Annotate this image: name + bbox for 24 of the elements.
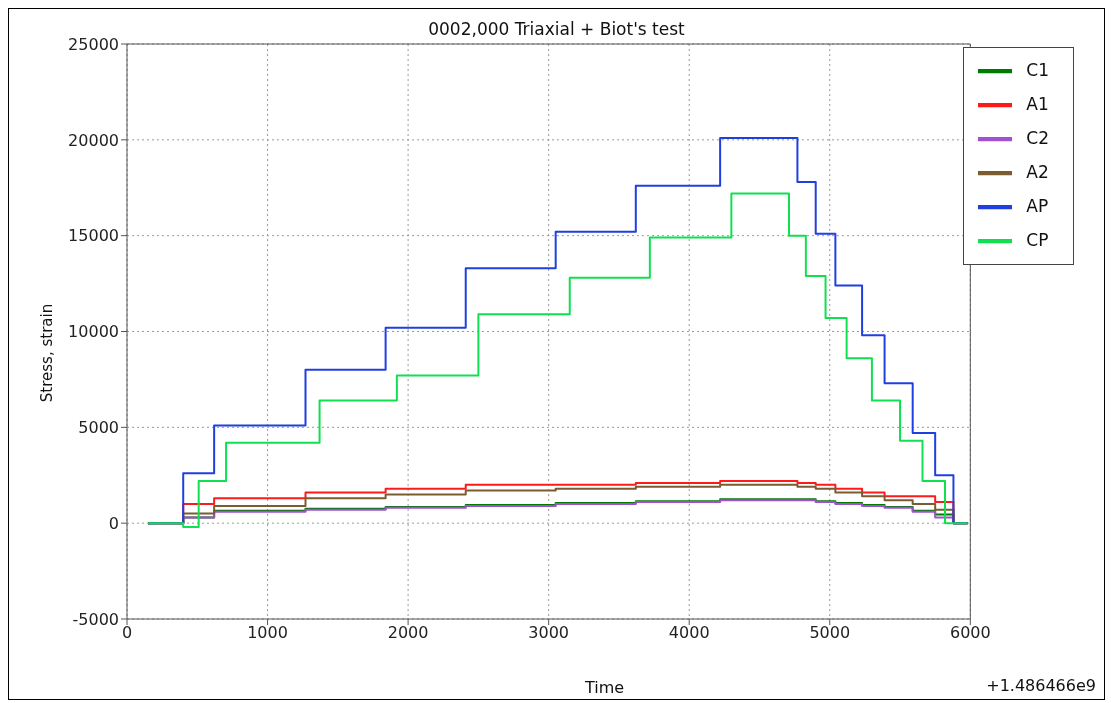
y-tick-label: 15000: [68, 226, 119, 246]
x-tick-label: 3000: [528, 623, 570, 643]
y-tick-label: 25000: [68, 34, 119, 54]
chart-title: 0002,000 Triaxial + Biot's test: [428, 19, 685, 39]
legend-label: A2: [1026, 162, 1049, 182]
y-tick-label: -5000: [72, 609, 119, 629]
legend-label: C2: [1026, 128, 1049, 148]
x-tick-label: 2000: [387, 623, 429, 643]
x-axis-title: Time: [584, 678, 625, 697]
legend-label: C1: [1026, 60, 1049, 80]
text: +1.486466e9: [986, 676, 1096, 695]
legend-label: A1: [1026, 94, 1049, 114]
x-tick-label: 4000: [668, 623, 710, 643]
x-tick-label: 1000: [247, 623, 288, 643]
y-tick-label: 5000: [78, 418, 119, 438]
x-tick-label: 6000: [949, 623, 991, 643]
y-axis-title: Stress, strain: [38, 303, 56, 403]
legend-label: CP: [1026, 230, 1049, 250]
legend-label: AP: [1026, 196, 1049, 216]
x-tick-label: 5000: [809, 623, 851, 643]
x-tick-label: 0: [121, 623, 133, 643]
y-tick-label: 0: [108, 513, 119, 533]
y-tick-label: 10000: [68, 322, 119, 342]
y-tick-label: 20000: [68, 130, 119, 150]
